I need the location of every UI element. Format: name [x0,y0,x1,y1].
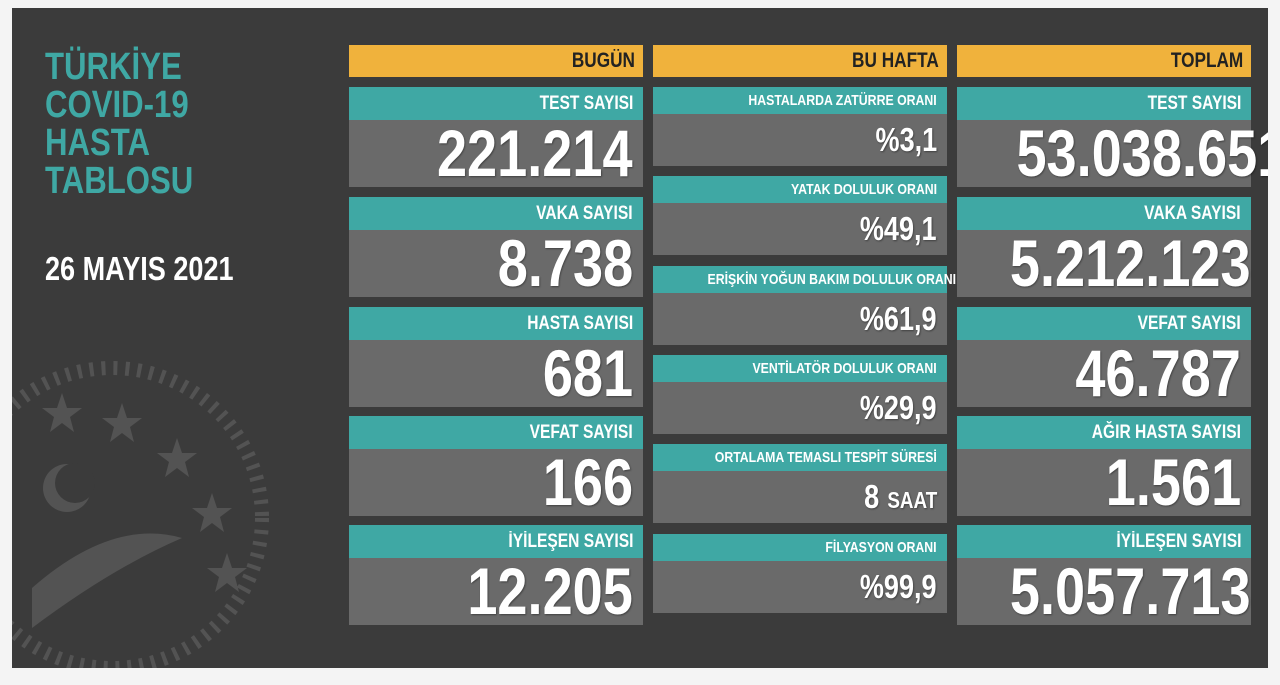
label-text: HASTA SAYISI [527,313,633,334]
title-text: TABLOSU [45,160,194,202]
card-value: 1.561 [957,449,1251,516]
title-text: COVID-19 [45,84,189,126]
card-value: %99,9 [653,561,947,613]
card-value: %29,9 [653,382,947,434]
label-text: VEFAT SAYISI [529,422,633,443]
card-value: 681 [349,340,643,407]
card-value: 53.038.651 [957,120,1268,187]
emblem [12,361,269,668]
card-value: 46.787 [957,340,1251,407]
card-label: VENTİLATÖR DOLULUK ORANI [653,355,947,382]
label-text: TEST SAYISI [1147,93,1241,114]
card-label: TEST SAYISI [957,87,1251,120]
title-line: TÜRKİYE [45,48,226,86]
label-text: FİLYASYON ORANI [825,539,937,556]
label-text: YATAK DOLULUK ORANI [790,181,937,198]
value-text: %49,1 [860,210,937,247]
panel: TÜRKİYE COVID-19 HASTA TABLOSU 26 MAYIS 202… [12,8,1268,668]
value-text: 8.738 [497,226,633,300]
card-label: TEST SAYISI [349,87,643,120]
card-value: 221.214 [349,120,643,187]
title: TÜRKİYE COVID-19 HASTA TABLOSU [45,48,226,200]
date: 26 MAYIS 2021 [45,250,234,287]
value-text: %29,9 [860,389,937,426]
card-value: 12.205 [349,558,643,625]
value-text: 5.212.123 [1009,226,1251,300]
value-text: 221.214 [437,116,633,190]
value-text: 53.038.651 [1016,116,1268,190]
card-label: VAKA SAYISI [957,197,1251,230]
value-text: 681 [542,336,633,410]
label-text: İYİLEŞEN SAYISI [1116,531,1241,552]
label-text: İYİLEŞEN SAYISI [508,531,633,552]
card-label: VEFAT SAYISI [349,416,643,449]
card-label: AĞIR HASTA SAYISI [957,416,1251,449]
card-label: ERİŞKİN YOĞUN BAKIM DOLULUK ORANI [653,266,956,293]
value-text: %3,1 [875,121,937,158]
column-header: TOPLAM [957,45,1251,77]
label-text: TEST SAYISI [539,93,633,114]
label-text: VEFAT SAYISI [1137,313,1241,334]
card-value: 166 [349,449,643,516]
card-label: VAKA SAYISI [349,197,643,230]
header-text: BUGÜN [571,49,635,72]
label-text: HASTALARDA ZATÜRRE ORANI [748,92,937,109]
card-label: İYİLEŞEN SAYISI [957,525,1251,558]
card-value: %3,1 [653,114,947,166]
value-text: 166 [542,445,633,519]
card-label: YATAK DOLULUK ORANI [653,176,947,203]
label-text: VENTİLATÖR DOLULUK ORANI [752,360,937,377]
card-value: 8 SAAT [653,471,947,523]
card-label: VEFAT SAYISI [957,307,1251,340]
value-text: 12.205 [467,554,633,628]
label-text: ORTALAMA TEMASLI TESPİT SÜRESİ [714,449,937,466]
label-text: ERİŞKİN YOĞUN BAKIM DOLULUK ORANI [707,271,957,288]
card-label: HASTA SAYISI [349,307,643,340]
label-text: AĞIR HASTA SAYISI [1091,422,1241,443]
card-value: 5.212.123 [957,230,1251,297]
header-text: TOPLAM [1170,49,1243,72]
card-label: FİLYASYON ORANI [653,534,947,561]
column-header: BU HAFTA [653,45,947,77]
value-text: 5.057.713 [1009,554,1251,628]
value-text: %61,9 [860,300,937,337]
label-text: VAKA SAYISI [536,203,633,224]
title-line: COVID-19 [45,86,226,124]
value-text: 46.787 [1075,336,1241,410]
unit-text: SAAT [887,487,937,513]
card-value: %49,1 [653,203,947,255]
column-header: BUGÜN [349,45,643,77]
card-label: ORTALAMA TEMASLI TESPİT SÜRESİ [653,444,947,471]
title-line: TABLOSU [45,162,226,200]
title-line: HASTA [45,124,226,162]
title-text: HASTA [45,122,151,164]
card-value: 5.057.713 [957,558,1251,625]
card-label: İYİLEŞEN SAYISI [349,525,643,558]
value-text: 8 SAAT [863,478,937,515]
header-text: BU HAFTA [852,49,939,72]
card-value: 8.738 [349,230,643,297]
card-label: HASTALARDA ZATÜRRE ORANI [653,87,947,114]
title-text: TÜRKİYE [45,46,182,88]
card-value: %61,9 [653,293,947,345]
value-text: %99,9 [860,568,937,605]
label-text: VAKA SAYISI [1144,203,1241,224]
value-text: 1.561 [1105,445,1241,519]
